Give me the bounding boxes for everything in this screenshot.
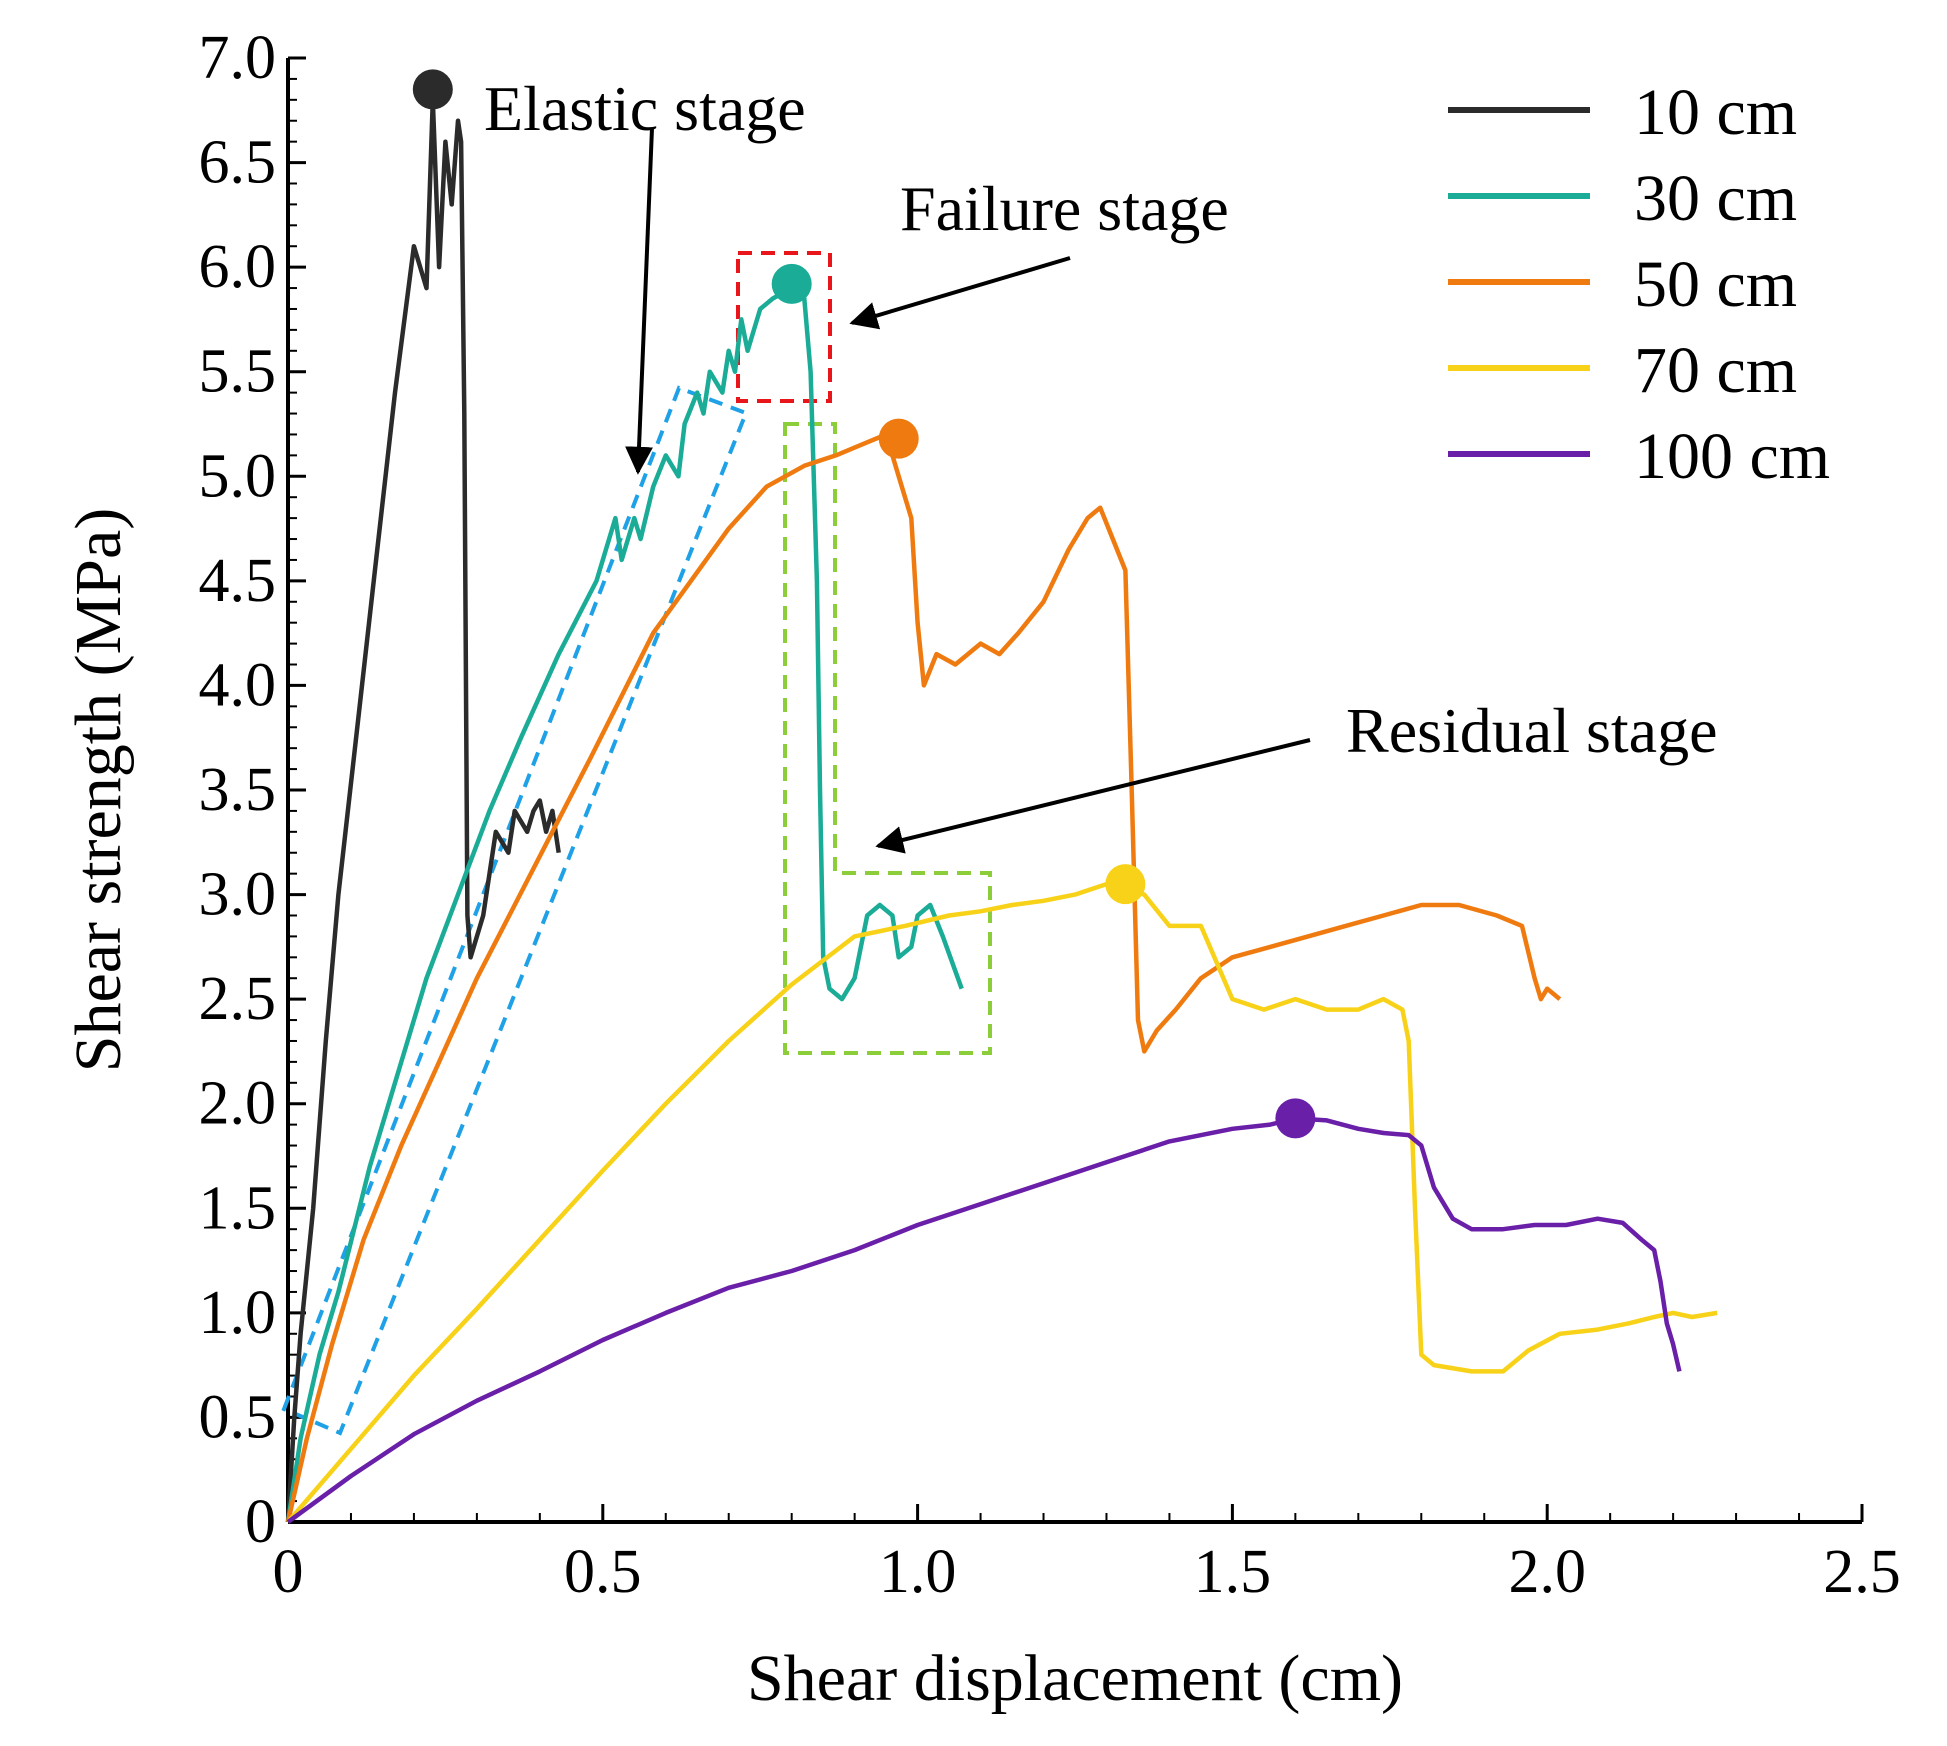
y-tick-label: 1.5 [199,1174,277,1242]
y-tick-label: 4.5 [199,547,277,615]
failure-stage-label: Failure stage [900,173,1229,244]
x-axis-title: Shear displacement (cm) [747,1642,1403,1715]
y-tick-label: 3.5 [199,756,277,824]
series-line-10-cm [285,97,561,1523]
series-layer [285,69,1718,1524]
series-line-100-cm [286,1116,1682,1524]
series-line-30-cm [285,285,964,1523]
y-tick-label: 4.0 [199,651,277,719]
y-tick-label: 1.0 [199,1279,277,1347]
x-tick-label: 0 [273,1538,304,1606]
legend-label-100-cm: 100 cm [1634,420,1830,493]
residual-stage-label: Residual stage [1346,695,1717,766]
x-tick-label: 0.5 [564,1538,642,1606]
elastic-stage-arrow [625,127,654,475]
y-tick-label: 2.0 [199,1070,277,1138]
legend-label-70-cm: 70 cm [1634,334,1797,407]
y-tick-label: 0.5 [199,1383,277,1451]
y-tick-label: 3.0 [199,861,277,929]
y-tick-label: 7.0 [199,24,277,92]
annotation-arrows [625,127,1311,854]
x-ticks: 0 0.5 1.0 1.5 2.0 2.5 [273,1504,1901,1606]
x-tick-label: 2.0 [1508,1538,1586,1606]
series-line-50-cm [285,432,1562,1523]
stage-annotations [281,251,992,1436]
peak-marker-70-cm [1105,864,1146,905]
peak-marker-50-cm [878,418,919,459]
axes: 0 0.5 1.0 1.5 2.0 2.5 3.0 3.5 4.0 4.5 5.0 5.5 6.0 6.5… [199,24,1901,1606]
legend-label-50-cm: 50 cm [1634,248,1797,321]
x-tick-label: 1.5 [1194,1538,1272,1606]
elastic-stage-label: Elastic stage [484,73,806,144]
y-tick-label: 2.5 [199,965,277,1033]
residual-stage-arrow [875,738,1311,854]
peak-marker-10-cm [412,69,453,110]
residual-stage-box [783,422,992,1055]
x-tick-label: 1.0 [879,1538,957,1606]
series-line-70-cm [286,881,1718,1524]
legend-label-30-cm: 30 cm [1634,162,1797,235]
peak-marker-30-cm [771,263,812,304]
failure-stage-box [736,251,832,403]
y-tick-label: 0 [245,1488,276,1556]
y-tick-label: 6.0 [199,233,277,301]
x-tick-label: 2.5 [1823,1538,1901,1606]
y-tick-label: 6.5 [199,129,277,197]
y-ticks: 0 0.5 1.0 1.5 2.0 2.5 3.0 3.5 4.0 4.5 5.0 5.5 6.0 6.5… [199,24,306,1556]
y-axis-title: Shear strength (MPa) [62,508,135,1073]
legend: 10 cm 30 cm 50 cm 70 cm 100 cm [1448,76,1830,493]
y-tick-label: 5.0 [199,442,277,510]
legend-label-10-cm: 10 cm [1634,76,1797,149]
failure-stage-arrow [849,256,1071,330]
y-tick-label: 5.5 [199,338,277,406]
peak-marker-100-cm [1275,1098,1316,1139]
elastic-stage-box [281,385,749,1436]
